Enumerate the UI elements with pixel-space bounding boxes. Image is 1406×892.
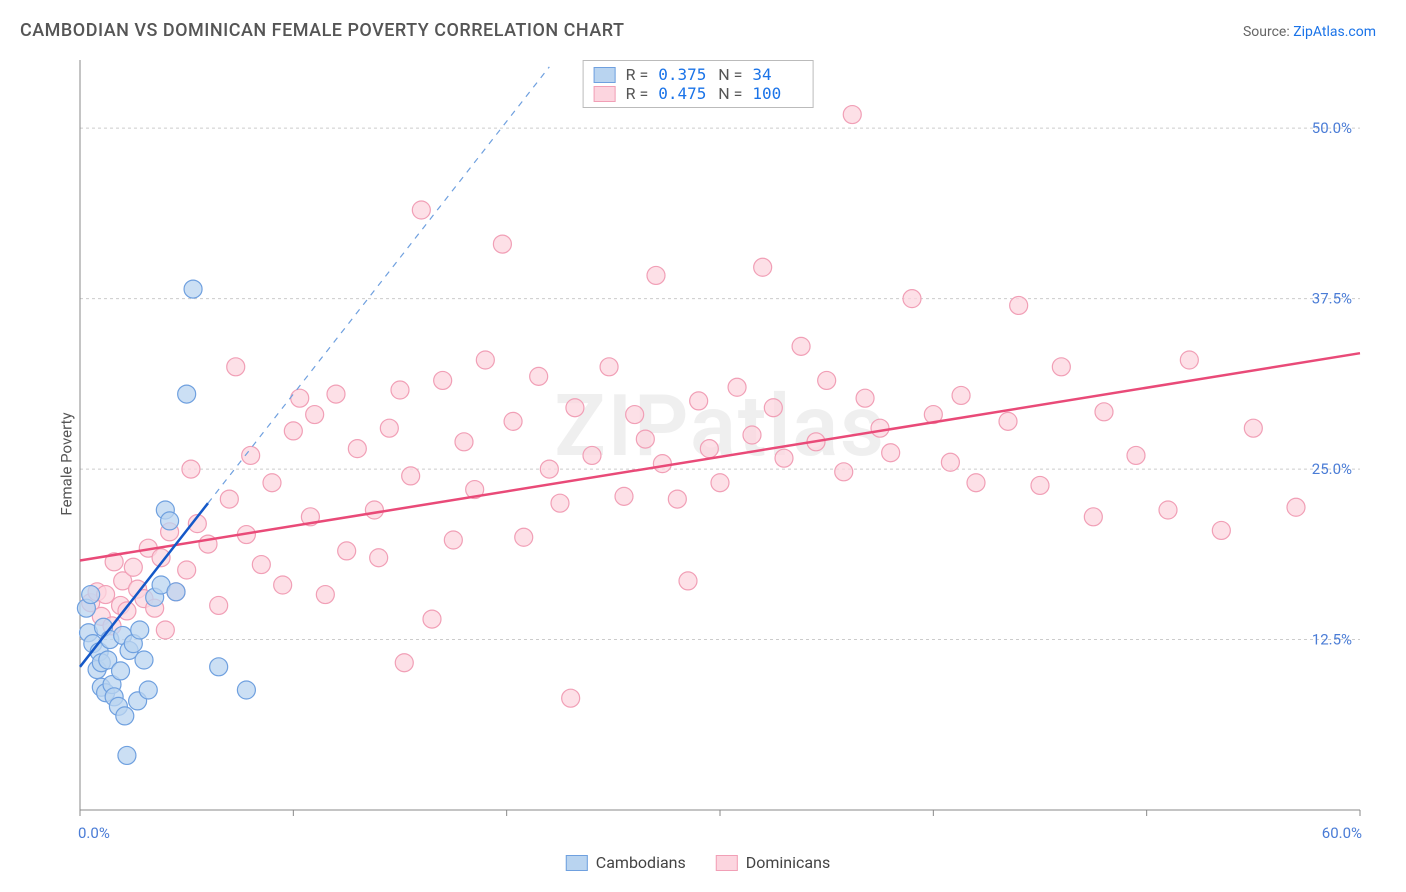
source-credit: Source: ZipAtlas.com (1243, 24, 1376, 40)
svg-text:12.5%: 12.5% (1312, 631, 1352, 649)
svg-text:25.0%: 25.0% (1312, 460, 1352, 478)
svg-text:37.5%: 37.5% (1312, 290, 1352, 308)
series-legend: Cambodians Dominicans (566, 853, 830, 872)
legend-row-dominicans: R = 0.475 N = 100 (594, 84, 803, 103)
svg-text:50.0%: 50.0% (1312, 119, 1352, 137)
legend-item-cambodians: Cambodians (566, 853, 686, 872)
legend-item-dominicans: Dominicans (716, 853, 830, 872)
swatch-dominicans-icon (716, 855, 738, 871)
swatch-dominicans (594, 86, 616, 102)
scatter-plot: 12.5% 25.0% 37.5% 50.0% 0.0% 60.0% ZIPatlas (70, 55, 1370, 850)
swatch-cambodians (594, 67, 616, 83)
svg-text:0.0%: 0.0% (78, 824, 110, 842)
correlation-legend: R = 0.375 N = 34 R = 0.475 N = 100 (583, 60, 814, 108)
chart-title: CAMBODIAN VS DOMINICAN FEMALE POVERTY CO… (20, 20, 624, 41)
swatch-cambodians-icon (566, 855, 588, 871)
source-link[interactable]: ZipAtlas.com (1293, 24, 1376, 40)
svg-text:60.0%: 60.0% (1322, 824, 1362, 842)
svg-text:ZIPatlas: ZIPatlas (554, 376, 886, 476)
chart-container: Female Poverty 12.5%25.0%37.5%50.0%0.0%6… (20, 55, 1376, 872)
legend-row-cambodians: R = 0.375 N = 34 (594, 65, 803, 84)
